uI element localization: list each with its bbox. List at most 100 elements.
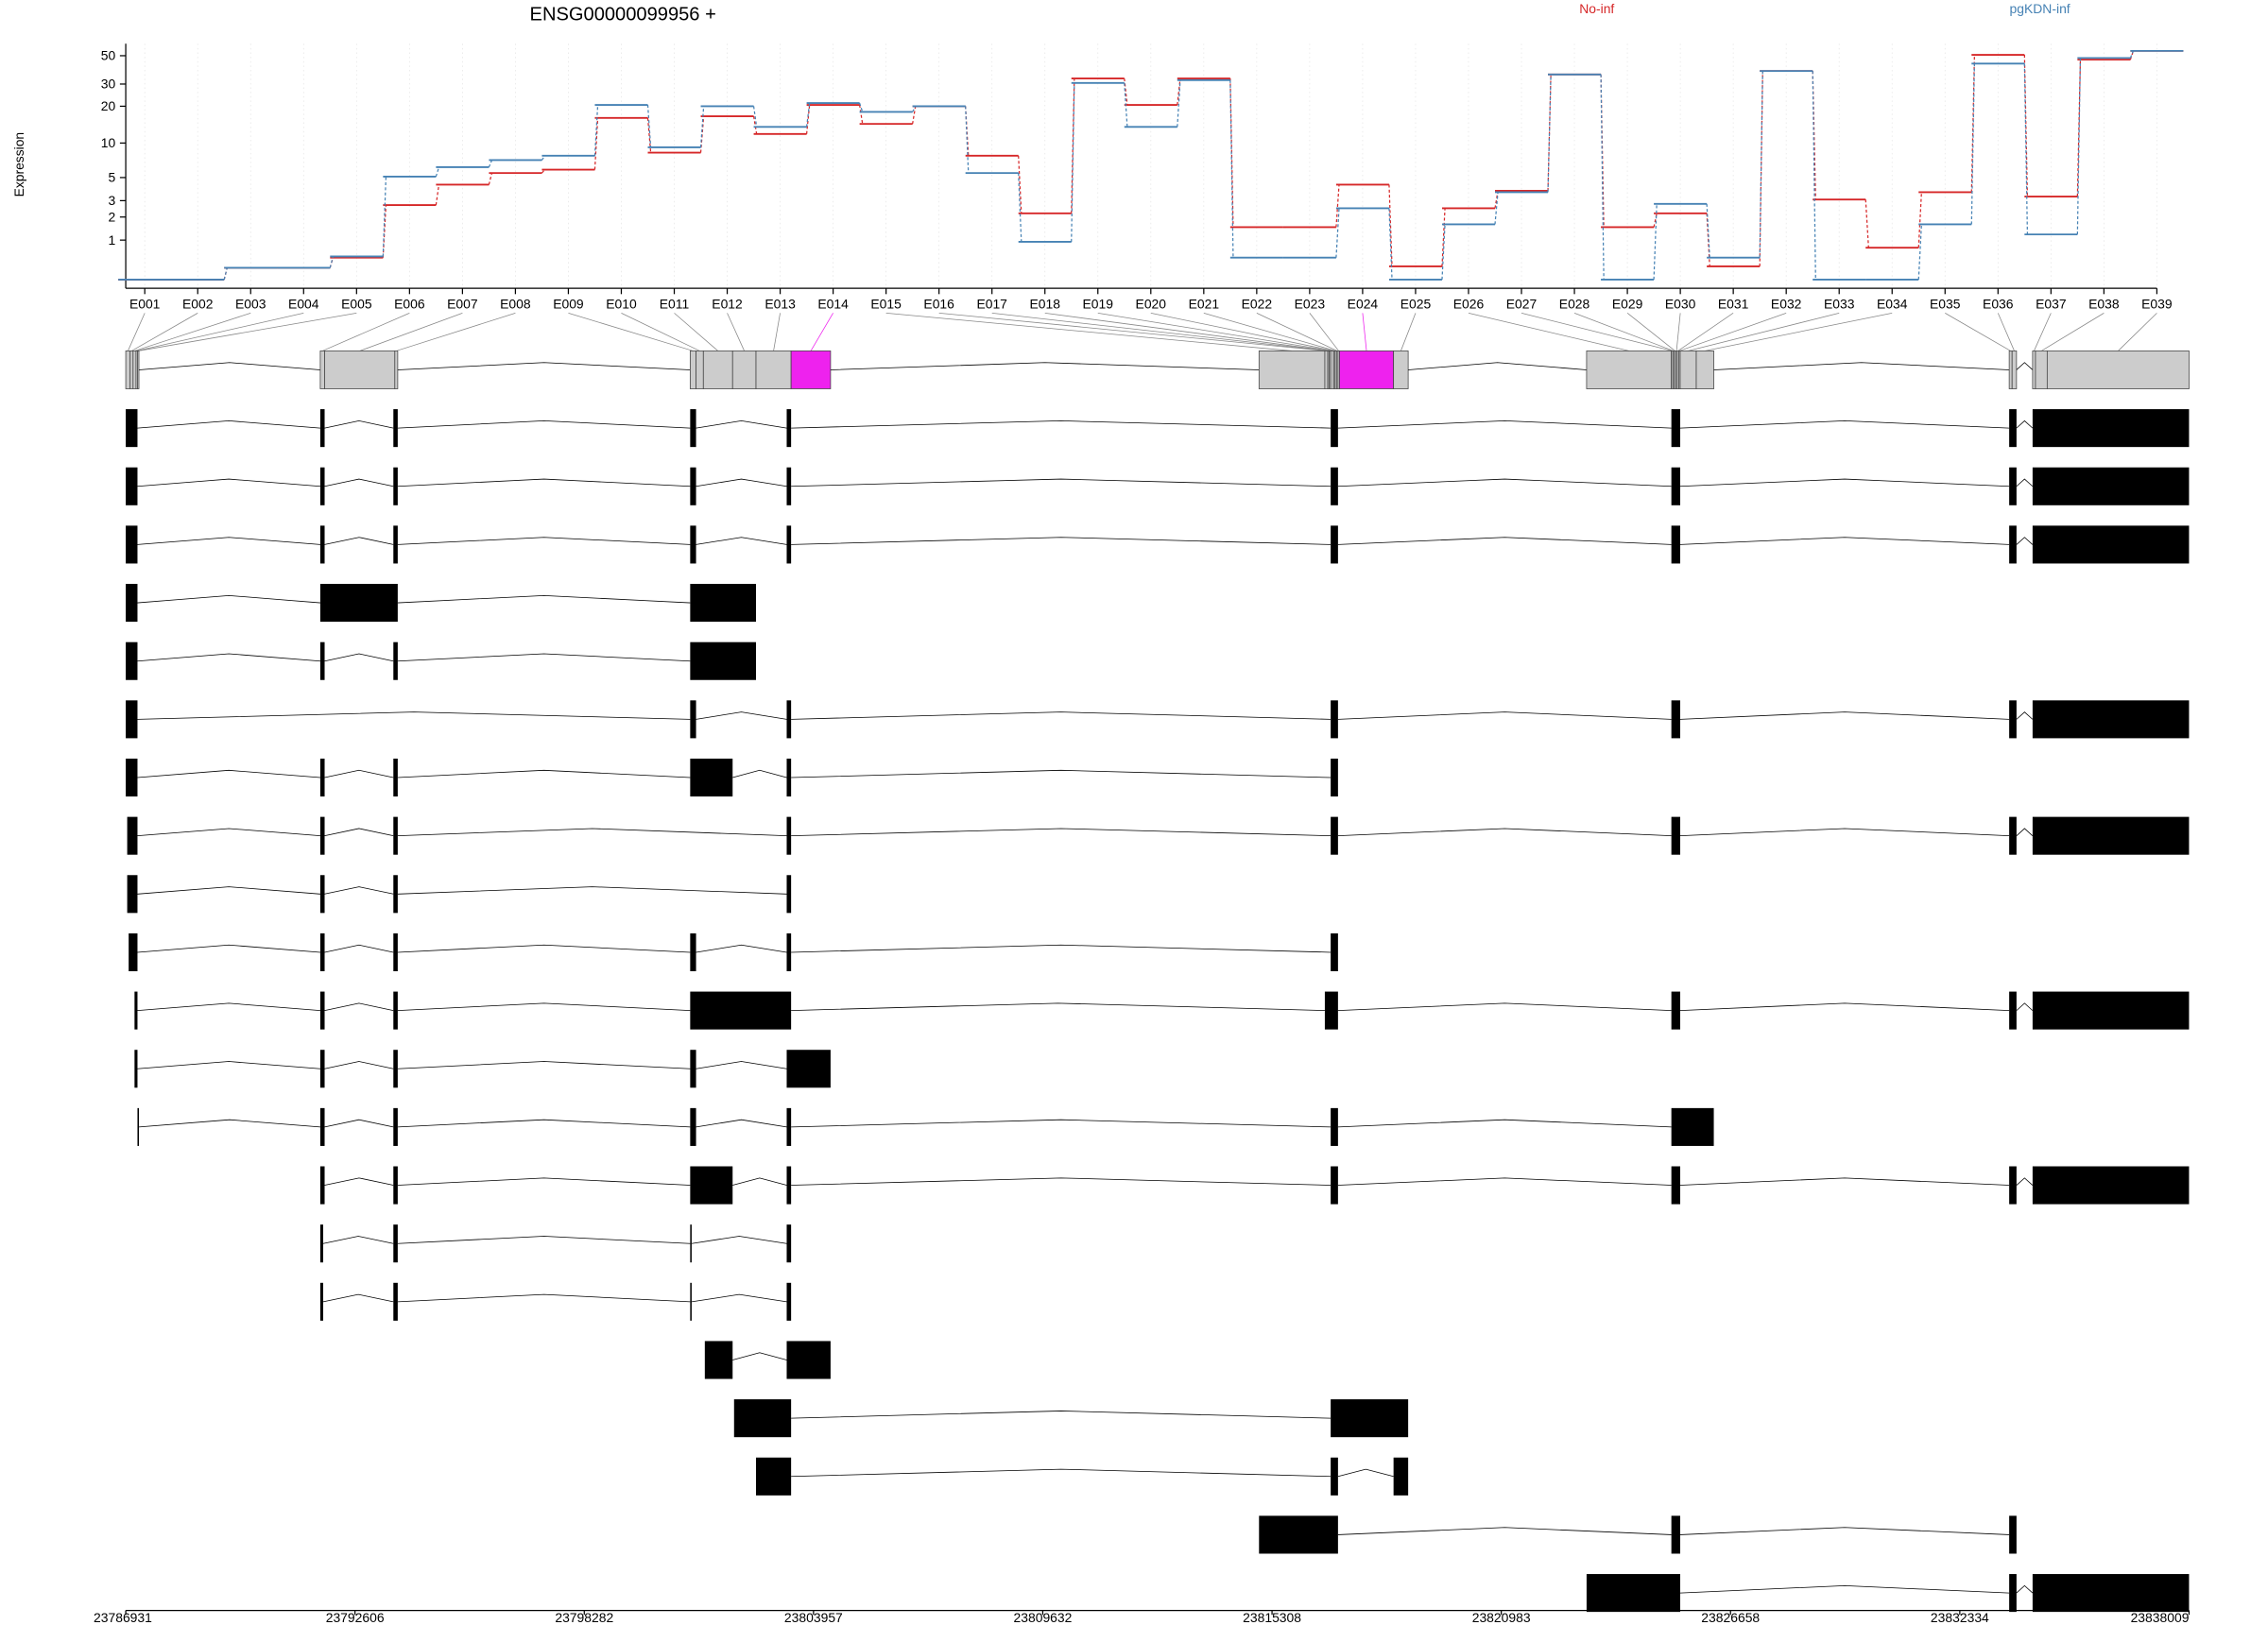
transcript-exon [786,1282,792,1321]
transcript-exon [1259,1515,1338,1554]
x-tick-label: E032 [1771,297,1802,312]
exon-connector [568,312,694,351]
intron [1337,478,1672,488]
intron [137,828,320,837]
y-tick-label: 20 [101,98,116,113]
transcript-exon [786,525,792,564]
intron [2016,1002,2034,1011]
step-connector [1653,203,1658,280]
transcript-exon [1671,525,1680,564]
x-tick-label: E028 [1559,297,1590,312]
transcript-exon [127,875,138,914]
step-connector [1653,213,1658,228]
transcript-exon [393,932,398,971]
exon-bin [2011,351,2018,389]
transcript-exon [690,467,696,505]
exon-bin [394,351,399,389]
step-connector [1970,55,1976,193]
exon-connector [1675,313,1681,351]
transcript-exon [126,409,138,448]
intron [324,886,394,895]
transcript-exon [786,409,792,448]
x-tick-label: E005 [341,297,372,312]
y-tick-label: 10 [101,135,116,150]
exon-connector [396,312,516,351]
exon-connector [1097,312,1332,351]
x-tick-label: E011 [660,297,690,312]
step-connector [1388,184,1393,267]
transcript-exon [319,467,325,505]
transcript-exon [1331,1457,1338,1496]
x-tick-label: E034 [1877,297,1908,312]
intron [2016,362,2034,370]
intron [324,1061,394,1069]
transcript-exon [704,1341,733,1379]
transcript-exon [786,1107,792,1146]
transcript-exon [690,584,756,623]
step-connector [541,155,546,161]
exon-bin [137,351,140,389]
exon-bin [1339,351,1395,389]
intron [324,944,394,953]
intron [324,420,394,429]
transcript-exon [786,816,792,855]
step-connector [965,106,970,174]
intron [397,653,691,662]
exon-bin [731,351,757,389]
step-connector [805,103,811,128]
exon-connector [128,313,146,351]
transcript-exon [1671,1107,1714,1146]
transcript-exon [690,1107,696,1146]
exon-connector [322,313,410,351]
intron [2016,1584,2034,1594]
transcript-exon [1671,700,1680,739]
step-connector [1970,63,1976,225]
exon-connector [727,313,745,351]
transcript-exon [319,1282,323,1321]
intron [696,537,787,545]
legend-label: pgKDN-inf [2010,1,2070,16]
step-connector [1335,184,1340,228]
intron [791,420,1332,429]
x-tick-label: E035 [1930,297,1961,312]
transcript-exon [393,641,398,680]
intron [324,478,394,488]
intron [1713,362,2010,370]
transcript-exon [1331,1166,1338,1205]
intron [137,594,320,604]
transcript-exon [2032,467,2190,505]
intron [137,1061,320,1069]
intron [791,711,1332,720]
intron [696,944,787,953]
intron [324,1119,394,1128]
transcript-exon [126,525,138,564]
step-connector [1917,224,1922,280]
exon-connector [359,313,463,351]
step-connector [2076,58,2082,235]
transcript-exon [393,875,398,914]
step-connector [1547,74,1552,193]
exon-bin [1586,351,1673,389]
genome-tick-label: 23786931 [94,1610,152,1625]
exon-bin [324,351,396,389]
transcript-exon [690,641,756,680]
exon-connector [1679,312,1787,351]
exon-bin [1330,351,1334,389]
x-tick-label: E027 [1506,297,1538,312]
intron [1408,362,1587,370]
y-tick-label: 30 [101,77,116,92]
intron [2016,1177,2034,1186]
intron [137,769,320,778]
exon-connector [131,313,198,351]
y-tick-label: 3 [109,193,116,208]
transcript-exon [786,758,792,797]
intron [2016,537,2034,545]
exon-connector [674,313,719,351]
intron [137,1002,320,1011]
transcript-exon [1324,991,1338,1030]
exon-connector [991,312,1329,351]
x-tick-label: E003 [235,297,266,312]
step-connector [965,106,970,156]
y-tick-label: 50 [101,48,116,63]
transcript-exon [1331,932,1338,971]
